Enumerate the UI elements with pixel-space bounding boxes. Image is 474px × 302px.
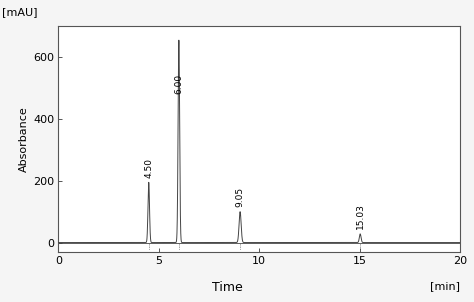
Y-axis label: Absorbance: Absorbance bbox=[19, 106, 29, 172]
Text: [mAU]: [mAU] bbox=[2, 7, 37, 17]
Text: 6.00: 6.00 bbox=[174, 74, 183, 94]
Text: 15.03: 15.03 bbox=[356, 203, 365, 229]
Text: [min]: [min] bbox=[430, 281, 460, 291]
Text: 4.50: 4.50 bbox=[144, 158, 153, 178]
Text: 9.05: 9.05 bbox=[236, 187, 245, 207]
Text: Time: Time bbox=[212, 281, 242, 294]
